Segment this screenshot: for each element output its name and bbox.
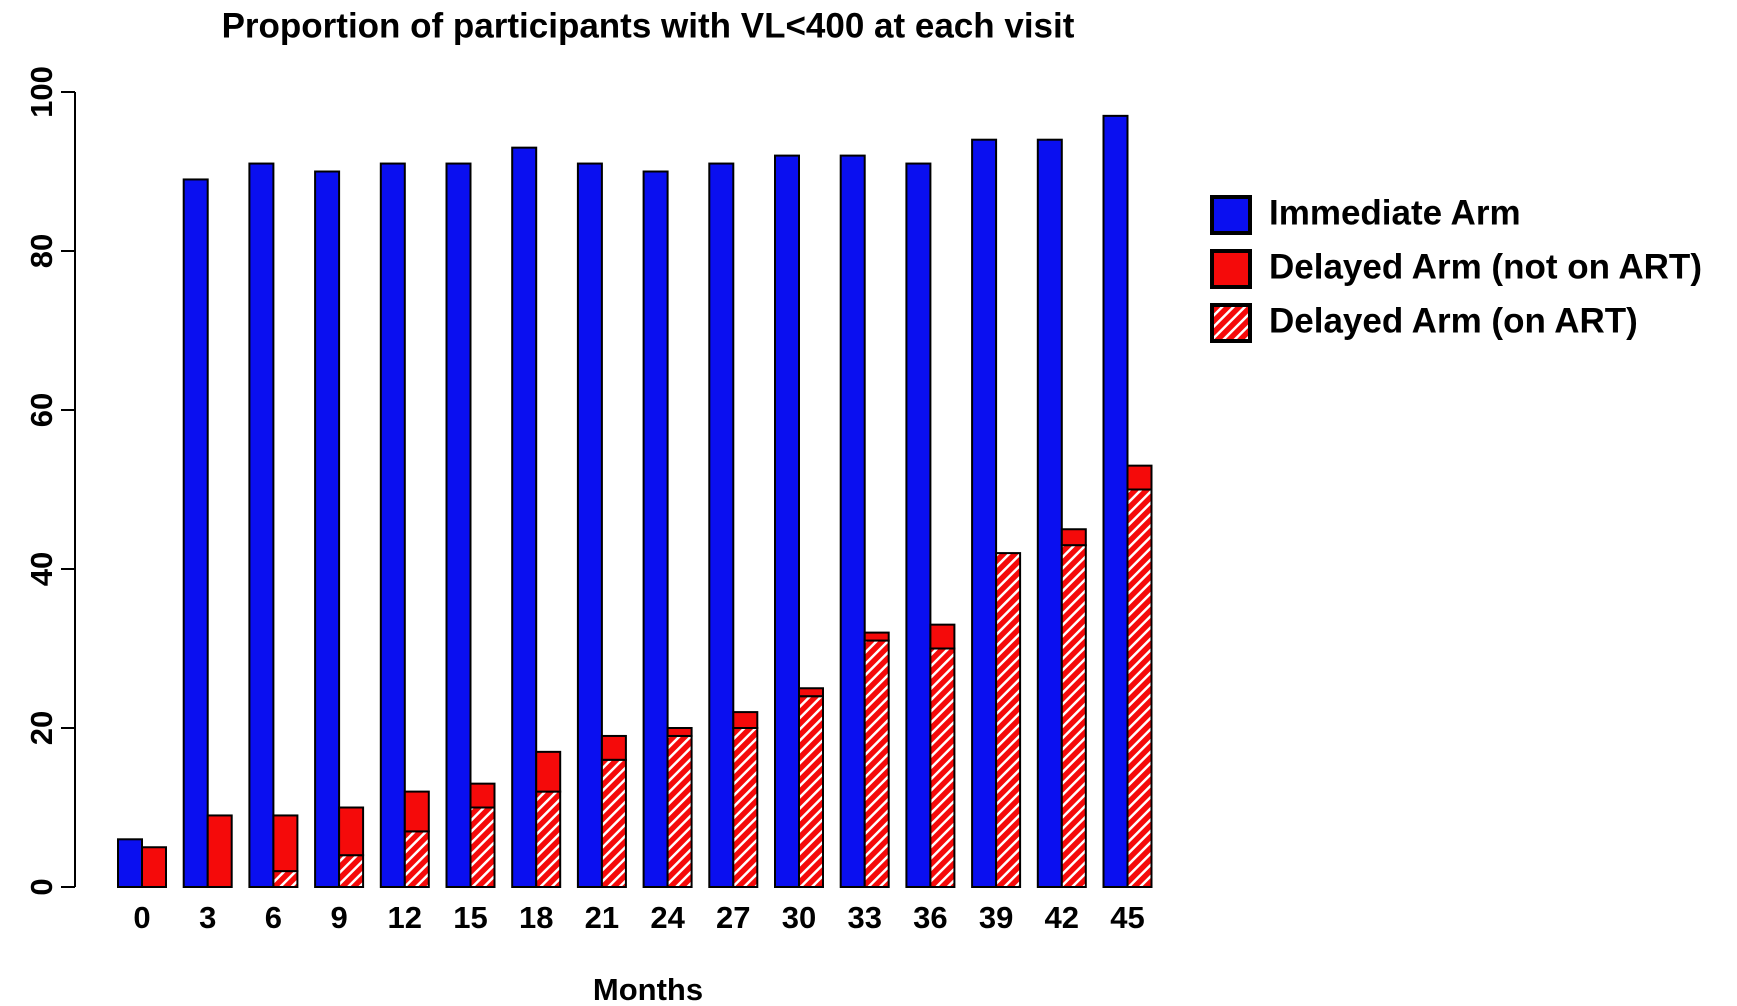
bar <box>971 138 998 888</box>
x-tick-label: 12 <box>388 900 422 935</box>
bar-segment <box>863 631 890 642</box>
bar-segment <box>403 790 430 833</box>
bar-segment <box>272 870 299 888</box>
bar <box>248 162 275 889</box>
legend-swatch <box>1210 249 1252 289</box>
bar-segment <box>929 647 956 888</box>
bar-segment <box>206 814 233 889</box>
bar-segment <box>469 806 496 888</box>
bar <box>1102 114 1129 889</box>
x-tick-label: 21 <box>585 900 619 935</box>
bar-segment <box>1060 544 1087 889</box>
bar-segment <box>141 846 167 888</box>
bar <box>314 170 341 888</box>
x-tick-label: 45 <box>1110 900 1144 935</box>
x-tick-label: 30 <box>782 900 816 935</box>
x-tick-label: 33 <box>847 900 881 935</box>
y-tick-label: 60 <box>24 393 59 427</box>
x-tick-label: 0 <box>133 900 150 935</box>
bar <box>379 162 406 889</box>
bar <box>182 178 209 888</box>
x-tick-label: 36 <box>913 900 947 935</box>
y-tick-label: 0 <box>24 878 59 895</box>
bar-segment <box>995 552 1022 888</box>
x-tick-label: 18 <box>519 900 553 935</box>
bar <box>642 170 669 888</box>
bar-segment <box>600 734 627 761</box>
bar-segment <box>1126 464 1153 491</box>
bar-segment <box>798 695 824 889</box>
bar-segment <box>798 687 824 698</box>
x-tick-label: 15 <box>453 900 487 935</box>
bar <box>576 162 603 889</box>
y-tick-label: 80 <box>24 234 59 268</box>
bar-segment <box>403 830 430 888</box>
x-tick-label: 42 <box>1045 900 1079 935</box>
legend-swatch <box>1210 195 1252 235</box>
bar <box>708 162 735 889</box>
legend-label: Delayed Arm (not on ART) <box>1269 247 1702 286</box>
bar-segment <box>929 623 956 650</box>
bar-segment <box>535 750 562 793</box>
x-tick-label: 3 <box>199 900 216 935</box>
y-tick-label: 40 <box>24 552 59 586</box>
bar <box>905 162 932 889</box>
bar-segment <box>732 711 759 729</box>
bar <box>774 154 800 889</box>
bar-segment <box>1060 528 1087 547</box>
legend-label: Delayed Arm (on ART) <box>1269 301 1638 340</box>
x-tick-label: 39 <box>979 900 1013 935</box>
x-tick-label: 9 <box>330 900 347 935</box>
bar-segment <box>535 790 562 888</box>
legend-label: Immediate Arm <box>1269 193 1521 232</box>
x-tick-label: 6 <box>265 900 282 935</box>
bar <box>1036 138 1063 888</box>
bar-segment <box>272 814 299 873</box>
bar <box>839 154 866 889</box>
bar-segment <box>600 758 627 888</box>
bar <box>445 162 472 889</box>
bar-segment <box>666 734 693 889</box>
y-tick-label: 100 <box>24 66 59 118</box>
bar-segment <box>338 806 365 857</box>
bar-segment <box>863 639 890 888</box>
bar-segment <box>666 727 693 737</box>
bar <box>511 146 538 888</box>
chart-title: Proportion of participants with VL<400 a… <box>222 6 1075 45</box>
x-tick-label: 24 <box>650 900 685 935</box>
x-tick-label: 27 <box>716 900 750 935</box>
bar-segment <box>732 727 759 888</box>
bar-segment <box>469 782 496 809</box>
y-tick-label: 20 <box>24 711 59 745</box>
x-axis-label: Months <box>593 972 703 1006</box>
bar-segment <box>338 854 365 889</box>
legend-swatch <box>1210 303 1252 343</box>
bar-segment <box>1126 488 1153 888</box>
bar <box>117 838 143 888</box>
